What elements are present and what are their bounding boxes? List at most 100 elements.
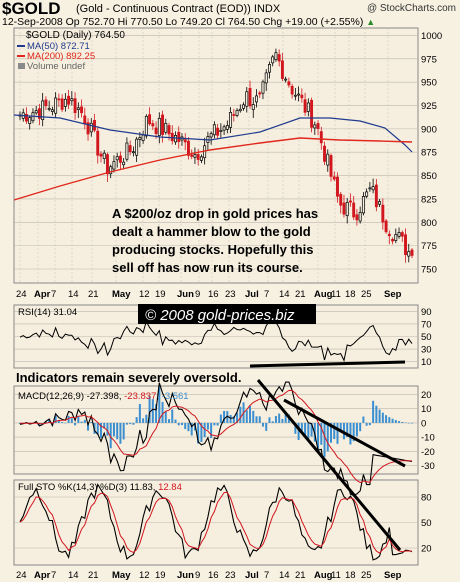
candle-body (258, 92, 262, 95)
candle-body (368, 187, 372, 190)
x-tick-label-top: 12 (139, 289, 150, 300)
macd-hist-bar (171, 409, 174, 423)
candle-body (336, 176, 339, 197)
candle-body (80, 106, 84, 114)
candle-body (99, 153, 103, 157)
x-tick-label-bottom: 25 (361, 570, 372, 581)
macd-hist-bar (352, 422, 355, 442)
ma50-line (13, 114, 413, 153)
macd-hist-bar (213, 422, 216, 426)
candle-body (199, 156, 203, 161)
macd-hist-bar (359, 422, 362, 432)
x-tick-label-top: 7 (264, 289, 269, 300)
rsi-tick-label: 70 (421, 319, 432, 330)
macd-hist-bar (74, 422, 77, 426)
price-tick-label: 950 (421, 78, 437, 89)
macd-hist-bar (219, 414, 222, 423)
x-tick-label-bottom: 14 (279, 570, 290, 581)
candle-body (371, 186, 375, 191)
candle-body (348, 200, 352, 203)
candle-body (148, 114, 152, 125)
x-tick-label-bottom: 7 (51, 570, 56, 581)
rsi-tick-label: 90 (421, 307, 432, 318)
main-annotation-line: A $200/oz drop in gold prices has (112, 206, 318, 221)
candle-body (164, 122, 168, 133)
candle-body (67, 95, 71, 105)
rsi-tick-label: 30 (421, 345, 432, 356)
macd-hist-bar (125, 422, 128, 425)
candle-body (290, 85, 294, 95)
macd-hist-bar (210, 422, 213, 439)
price-tick-label: 900 (421, 124, 437, 135)
candle-body (41, 100, 45, 121)
x-tick-label-top: 25 (361, 289, 372, 300)
price-tick-label: 825 (421, 194, 437, 205)
candle-body (157, 117, 161, 136)
x-tick-label-top: 18 (345, 289, 356, 300)
candle-body (25, 113, 28, 122)
macd-hist-bar (223, 410, 226, 423)
stockcharts-credit: @ StockCharts.com (366, 3, 456, 14)
macd-hist-bar (310, 422, 313, 437)
macd-tick-label: -20 (421, 447, 435, 458)
candle-body (118, 155, 122, 163)
macd-hist-bar (333, 422, 336, 440)
macd-label-sep: , (156, 391, 161, 402)
macd-hist-bar (41, 422, 44, 424)
macd-hist-bar (261, 422, 264, 427)
candle-body (44, 99, 48, 107)
candle-body (242, 104, 245, 109)
long-downtrend-line (256, 379, 402, 551)
macd-hist-bar (87, 422, 90, 431)
candle-body (167, 125, 171, 135)
candle-body (73, 98, 77, 114)
ma200-legend: MA(200) 892.25 (27, 51, 95, 62)
candle-body (300, 94, 304, 99)
x-tick-label-bottom: 7 (264, 570, 269, 581)
candle-body (319, 131, 323, 144)
candle-body (229, 112, 233, 128)
candle-body (96, 130, 100, 156)
macd-hist-bar (401, 421, 404, 423)
macd-hist-bar (216, 422, 219, 426)
x-tick-label-bottom: 23 (225, 570, 236, 581)
candle-body (310, 99, 314, 128)
macd-hist-bar (346, 422, 349, 438)
candle-body (183, 139, 187, 143)
sto-tick-label: 20 (421, 544, 432, 555)
macd-hist-bar (103, 422, 106, 429)
rsi-label: RSI(14) 31.04 (18, 307, 77, 318)
volume-legend: Volume undef (27, 61, 85, 72)
symbol-title: $GOLD (2, 0, 61, 18)
price-tick-label: 750 (421, 264, 437, 275)
macd-hist-bar (168, 419, 171, 423)
candle-body (391, 239, 395, 242)
candle-body (106, 154, 109, 175)
rsi-support-line (249, 360, 406, 368)
macd-label: MACD(12,26,9) -27.398, -23.837, -3.561 (18, 391, 189, 402)
candle-body (261, 81, 265, 94)
candle-body (131, 151, 135, 154)
x-tick-label-top: 21 (295, 289, 306, 300)
x-tick-label-bottom: 24 (16, 570, 27, 581)
price-panel (13, 27, 419, 284)
macd-hist-bar (109, 422, 112, 449)
rsi-tick-label: 50 (421, 332, 432, 343)
macd-tick-label: 20 (421, 390, 432, 401)
macd-hist-bar (307, 422, 310, 439)
rsi-tick-label: 10 (421, 357, 432, 368)
macd-hist-bar (70, 418, 73, 423)
x-tick-label-top: Apr (34, 289, 51, 300)
macd-hist-bar (119, 422, 122, 444)
x-tick-label-top: Jun (177, 289, 194, 300)
macd-hist-bar (385, 415, 388, 423)
sto-tick-label: 50 (421, 518, 432, 529)
macd-hist-bar (365, 422, 368, 426)
macd-tick-label: 0 (421, 418, 426, 429)
macd-hist-bar (48, 419, 51, 423)
x-tick-label-bottom: 21 (295, 570, 306, 581)
candle-body (76, 107, 80, 110)
candle-body (407, 251, 411, 257)
macd-hist-bar (404, 422, 407, 424)
